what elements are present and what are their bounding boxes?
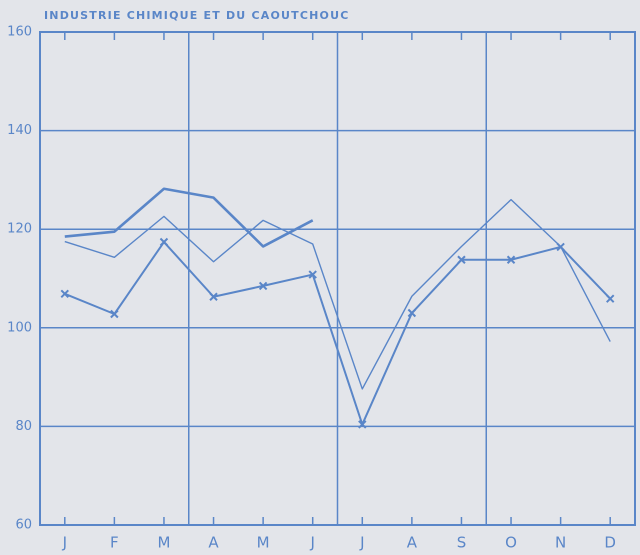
x-tick-label: D — [604, 534, 616, 552]
chart-title: INDUSTRIE CHIMIQUE ET DU CAOUTCHOUC — [44, 9, 349, 22]
y-tick-label: 60 — [15, 518, 32, 533]
y-tick-label: 100 — [7, 320, 32, 335]
x-tick-label: S — [457, 534, 467, 552]
y-tick-label: 160 — [7, 25, 32, 40]
series-line — [64, 187, 314, 248]
series-line — [64, 198, 611, 390]
x-tick-label: O — [505, 534, 517, 552]
x-tick-label: J — [359, 534, 364, 552]
y-tick-label: 80 — [15, 419, 32, 434]
x-tick-label: N — [555, 534, 566, 552]
x-tick-label: A — [208, 534, 219, 552]
x-tick-label: J — [309, 534, 314, 552]
x-tick-label: F — [110, 534, 119, 552]
x-tick-label: A — [407, 534, 418, 552]
y-tick-label: 120 — [7, 222, 32, 237]
x-tick-label: J — [62, 534, 67, 552]
y-tick-label: 140 — [7, 123, 32, 138]
series-line — [64, 241, 611, 426]
x-tick-label: M — [257, 534, 270, 552]
x-tick-label: M — [157, 534, 170, 552]
